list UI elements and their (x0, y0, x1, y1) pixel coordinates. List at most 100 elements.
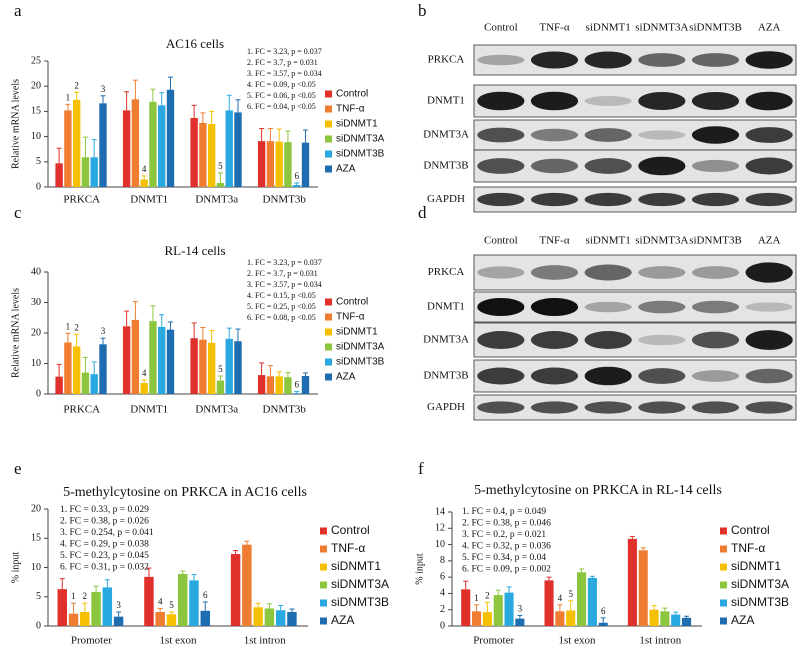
blot-band (477, 401, 525, 414)
legend-swatch (320, 545, 327, 553)
blot-row-label: DNMT3B (423, 370, 468, 382)
bar (166, 614, 177, 626)
legend-label: siDNMT1 (336, 119, 378, 130)
legend-label: AZA (731, 613, 754, 627)
blot-strip (473, 186, 797, 213)
blot-band (691, 370, 740, 382)
bar (190, 338, 198, 394)
blot-row-label: PRKCA (428, 266, 465, 278)
bar (158, 105, 166, 187)
legend-swatch (720, 599, 727, 607)
bar-label: 2 (74, 322, 79, 332)
blot-band (691, 126, 740, 144)
legend-swatch (325, 135, 332, 143)
note: 6. FC = 0.31, p = 0.032 (60, 563, 149, 573)
y-tick-label: 0 (36, 620, 41, 631)
bar (144, 576, 154, 626)
bar (140, 179, 148, 187)
blot-band (691, 331, 740, 349)
legend-label: siDNMT1 (336, 327, 378, 338)
blot-band (584, 192, 632, 207)
bar (81, 157, 90, 187)
blot-band (691, 159, 740, 173)
bar (598, 622, 608, 626)
blot-band (477, 266, 525, 279)
bar (68, 613, 79, 626)
bar-label: 1 (66, 321, 71, 331)
blot-band (745, 330, 793, 350)
note: 2. FC = 0.38, p = 0.026 (60, 517, 149, 527)
blot-band (477, 331, 525, 349)
legend-swatch (325, 105, 332, 113)
bar (90, 157, 98, 187)
blot-column-label: TNF-α (539, 22, 569, 34)
bar-label: 6 (203, 590, 208, 600)
blot-band (530, 192, 579, 207)
bar (199, 122, 207, 187)
bar-label: 2 (74, 80, 79, 90)
blot-band (477, 367, 525, 385)
legend-swatch (320, 599, 327, 607)
bar (199, 339, 207, 394)
legend-swatch (325, 90, 332, 98)
bar (660, 611, 670, 626)
bar-label: 1 (71, 591, 76, 601)
legend-label: Control (336, 297, 368, 308)
bar (566, 610, 576, 626)
bar (275, 141, 283, 187)
blot-column-label: siDNMT3A (635, 235, 688, 247)
bar-label: 3 (101, 84, 106, 94)
bar-label: 3 (518, 603, 523, 613)
x-tick-label: 1st exon (559, 635, 596, 647)
y-tick-label: 0 (440, 620, 445, 631)
bar (140, 383, 148, 394)
blot-band (477, 54, 525, 66)
legend-swatch (720, 581, 727, 589)
x-tick-label: DNMT3b (263, 194, 307, 206)
note: 2. FC = 3.7, p = 0.031 (247, 269, 318, 278)
note: 4. FC = 0.15, p <0.05 (247, 291, 316, 300)
bar (72, 99, 81, 187)
y-tick-label: 10 (31, 131, 41, 142)
bar (122, 110, 131, 187)
y-tick-label: 6 (440, 571, 445, 582)
bar (64, 110, 72, 187)
legend-label: siDNMT3A (336, 134, 385, 145)
y-axis-label: % input (414, 553, 425, 585)
legend-swatch (720, 617, 727, 625)
y-tick-label: 20 (31, 503, 41, 514)
note: 6. FC = 0.08, p <0.05 (247, 313, 316, 322)
y-tick-label: 20 (31, 80, 41, 91)
blot-band (530, 401, 579, 414)
x-tick-label: PRKCA (63, 194, 100, 206)
note: 1. FC = 3.23, p = 0.037 (247, 47, 322, 56)
bar-label: 5 (568, 589, 573, 599)
blot-band (745, 401, 793, 414)
bar (230, 554, 241, 626)
blot-strip (473, 394, 797, 421)
chart-title: 5-methylcytosine on PRKCA in AC16 cells (63, 485, 307, 500)
blot-band (530, 91, 579, 111)
legend-swatch (325, 120, 332, 128)
blot-strip (473, 119, 797, 151)
legend-swatch (325, 358, 332, 366)
bar (587, 577, 597, 626)
legend-swatch (325, 373, 332, 381)
y-tick-label: 15 (31, 106, 41, 117)
bar (649, 609, 659, 626)
legend-swatch (325, 343, 332, 351)
blot-strip (473, 291, 797, 323)
bar (80, 611, 90, 626)
bar (155, 611, 165, 626)
x-tick-label: Promoter (71, 635, 112, 647)
bar (90, 374, 98, 394)
blot-band (691, 53, 740, 67)
bar (472, 611, 482, 626)
x-tick-label: PRKCA (63, 404, 100, 416)
y-tick-label: 8 (440, 555, 445, 566)
bar (122, 326, 131, 394)
y-tick-label: 15 (31, 533, 41, 544)
y-tick-label: 12 (435, 523, 445, 534)
legend-label: TNF-α (336, 312, 365, 323)
bar (55, 163, 63, 187)
